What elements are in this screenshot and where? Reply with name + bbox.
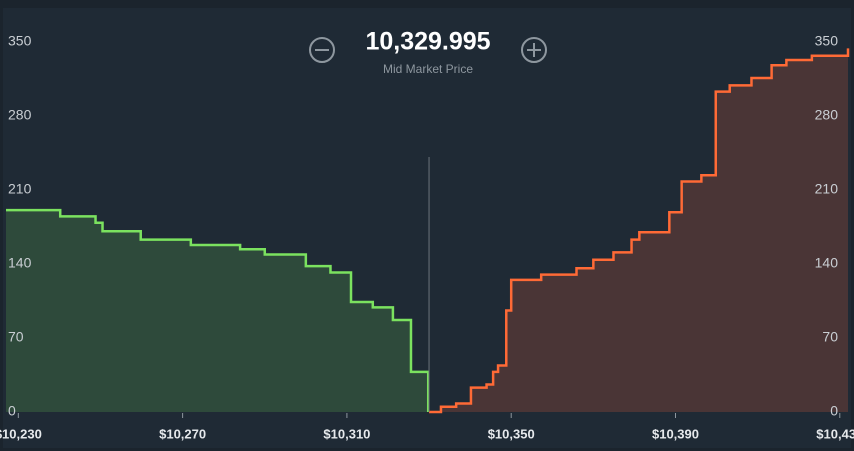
zoom-out[interactable] — [309, 37, 335, 63]
y-tick-label: 210 — [8, 181, 32, 197]
y2-tick-label: 0 — [830, 403, 838, 419]
y2-tick-label: 210 — [815, 181, 839, 197]
x-tick-label: $10,270 — [159, 426, 206, 441]
zoom-out-circle[interactable] — [309, 37, 335, 63]
depth-area — [429, 48, 848, 412]
x-tick-label: $10,350 — [488, 426, 535, 441]
y-tick-label: 70 — [8, 329, 24, 345]
depth-line — [429, 48, 850, 414]
y-tick-label: 280 — [8, 107, 32, 123]
zoom-in-circle[interactable] — [521, 37, 547, 63]
zoom-in[interactable] — [521, 37, 547, 63]
y2-tick-label: 350 — [815, 33, 839, 49]
x-tick-label: $10,390 — [652, 426, 699, 441]
x-tick-label: $10,230 — [0, 426, 42, 441]
y-tick-label: 140 — [8, 255, 32, 271]
depth-area — [6, 210, 429, 412]
depth-line — [6, 208, 430, 412]
y2-tick-label: 280 — [815, 107, 839, 123]
x-tick-label: $10,430 — [816, 426, 854, 441]
y-tick-label: 0 — [8, 403, 16, 419]
x-tick-label: $10,310 — [323, 426, 370, 441]
y2-tick-label: 140 — [815, 255, 839, 271]
mid-price: 10,329.995 — [365, 28, 490, 56]
mid-price-caption: Mid Market Price — [383, 62, 473, 76]
y-tick-label: 350 — [8, 33, 32, 49]
plot: 0 0 70 70 140 140 210 210 280 280 350 350 $10,230 $10… — [0, 33, 854, 442]
y2-tick-label: 70 — [822, 329, 838, 345]
